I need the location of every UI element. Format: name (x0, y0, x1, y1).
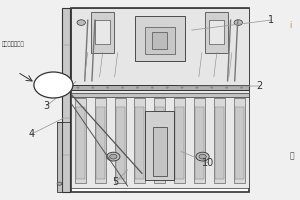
Circle shape (166, 87, 168, 88)
Bar (195, 107, 204, 179)
Bar (95, 20, 110, 44)
Circle shape (240, 87, 243, 88)
Text: 1: 1 (268, 15, 274, 25)
Circle shape (107, 152, 120, 161)
Bar (154, 98, 165, 183)
Text: 4: 4 (28, 129, 34, 139)
Bar (62, 8, 70, 192)
Circle shape (226, 87, 228, 88)
Circle shape (151, 87, 154, 88)
Bar (146, 111, 174, 180)
Circle shape (234, 20, 242, 25)
Text: 3: 3 (44, 101, 50, 111)
Text: 小: 小 (290, 152, 294, 160)
Bar (70, 93, 249, 97)
Bar (134, 98, 146, 183)
Bar (57, 122, 62, 192)
Bar (214, 98, 225, 183)
Circle shape (110, 154, 117, 159)
Circle shape (196, 152, 209, 161)
Bar (145, 27, 175, 54)
Bar (234, 98, 244, 183)
Circle shape (122, 87, 124, 88)
Circle shape (92, 87, 94, 88)
Circle shape (34, 72, 73, 98)
Bar (91, 12, 114, 53)
Bar (215, 107, 224, 179)
Circle shape (77, 87, 79, 88)
Bar (70, 90, 249, 188)
Bar (155, 107, 164, 179)
Text: 2: 2 (256, 81, 262, 91)
Bar (209, 20, 224, 44)
Text: 5: 5 (112, 177, 118, 187)
Bar (153, 127, 167, 176)
Bar (152, 32, 167, 49)
Text: 10: 10 (202, 158, 214, 168)
Bar (75, 98, 86, 183)
Bar (95, 98, 106, 183)
Circle shape (57, 182, 62, 185)
Bar (205, 12, 229, 53)
Text: 领住子进入方向: 领住子进入方向 (2, 41, 24, 47)
Circle shape (106, 87, 109, 88)
Bar (135, 16, 185, 61)
Bar (70, 8, 249, 89)
Circle shape (181, 87, 183, 88)
Circle shape (196, 87, 198, 88)
Bar (135, 107, 145, 179)
Bar (116, 107, 124, 179)
Circle shape (77, 20, 86, 25)
Bar (175, 107, 184, 179)
Bar (194, 98, 205, 183)
Bar (76, 107, 85, 179)
Circle shape (199, 154, 206, 159)
Bar (174, 98, 185, 183)
Bar (115, 98, 125, 183)
Bar (70, 85, 249, 90)
Bar (235, 107, 244, 179)
Bar (96, 107, 105, 179)
Circle shape (136, 87, 139, 88)
Text: i: i (290, 21, 292, 30)
Circle shape (211, 87, 213, 88)
Bar (70, 8, 249, 192)
